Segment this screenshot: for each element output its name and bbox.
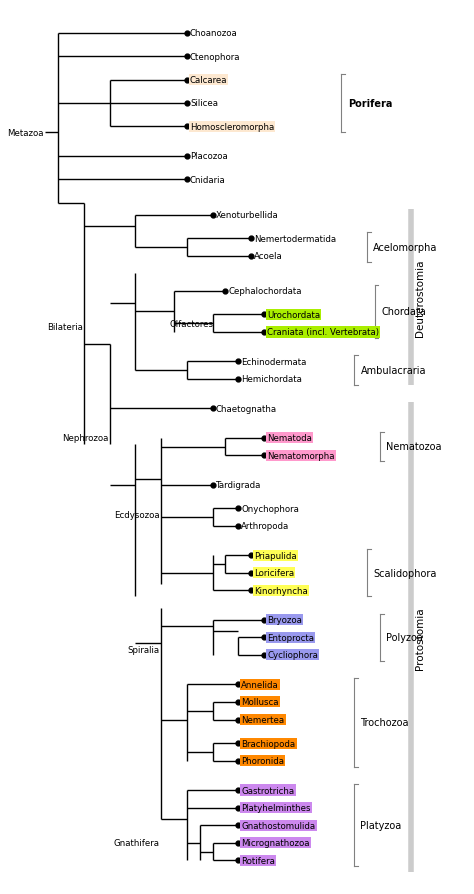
Text: Scalidophora: Scalidophora: [374, 568, 437, 578]
Text: Entoprocta: Entoprocta: [267, 633, 314, 642]
Text: Nematoda: Nematoda: [267, 434, 312, 443]
Text: Spiralia: Spiralia: [128, 645, 160, 654]
Text: Nephrozoa: Nephrozoa: [62, 434, 109, 443]
Text: Echinodermata: Echinodermata: [241, 358, 307, 367]
Text: Chordata: Chordata: [381, 308, 426, 317]
Text: Annelida: Annelida: [241, 680, 279, 689]
Text: Rotifera: Rotifera: [241, 856, 275, 865]
Text: Platyzoa: Platyzoa: [361, 821, 402, 831]
Text: Ctenophora: Ctenophora: [190, 53, 240, 62]
Text: Calcarea: Calcarea: [190, 76, 228, 85]
Text: Trochozoa: Trochozoa: [361, 718, 409, 728]
Text: Silicea: Silicea: [190, 99, 218, 108]
Text: Gastrotricha: Gastrotricha: [241, 786, 294, 795]
Text: Placozoa: Placozoa: [190, 152, 228, 161]
Text: Chaetognatha: Chaetognatha: [216, 404, 277, 413]
Text: Protostomia: Protostomia: [415, 606, 425, 669]
Text: Craniata (incl. Vertebrata): Craniata (incl. Vertebrata): [267, 328, 379, 337]
Text: Urochordata: Urochordata: [267, 310, 320, 319]
Text: Olfactores: Olfactores: [170, 319, 214, 328]
Text: Homoscleromorpha: Homoscleromorpha: [190, 122, 274, 131]
Text: Deuterostomia: Deuterostomia: [415, 258, 425, 336]
Text: Gnathostomulida: Gnathostomulida: [241, 821, 316, 830]
Text: Arthropoda: Arthropoda: [241, 522, 290, 531]
Text: Hemichordata: Hemichordata: [241, 375, 302, 384]
Text: Phoronida: Phoronida: [241, 756, 284, 765]
Text: Onychophora: Onychophora: [241, 504, 299, 513]
Text: Porifera: Porifera: [347, 99, 392, 109]
Text: Acelomorpha: Acelomorpha: [374, 242, 438, 253]
Text: Nemertea: Nemertea: [241, 715, 284, 724]
Text: Kinorhyncha: Kinorhyncha: [254, 586, 308, 595]
Text: Ecdysozoa: Ecdysozoa: [114, 510, 160, 519]
Text: Cycliophora: Cycliophora: [267, 651, 318, 660]
Text: Loricifera: Loricifera: [254, 569, 294, 578]
Text: Nematomorpha: Nematomorpha: [267, 451, 335, 460]
Text: Mollusca: Mollusca: [241, 697, 279, 706]
Text: Gnathifera: Gnathifera: [114, 839, 160, 848]
Text: Brachiopoda: Brachiopoda: [241, 738, 295, 747]
Text: Bryozoa: Bryozoa: [267, 616, 302, 625]
Text: Ambulacraria: Ambulacraria: [361, 366, 426, 375]
Text: Priapulida: Priapulida: [254, 551, 297, 560]
Text: Tardigrada: Tardigrada: [216, 481, 261, 490]
Text: Micrognathozoa: Micrognathozoa: [241, 839, 310, 848]
Text: Cephalochordata: Cephalochordata: [228, 287, 302, 296]
Text: Polyzoa: Polyzoa: [386, 633, 423, 643]
Text: Acoela: Acoela: [254, 252, 283, 261]
Text: Platyhelminthes: Platyhelminthes: [241, 803, 311, 813]
Text: Choanozoa: Choanozoa: [190, 29, 237, 38]
Text: Bilateria: Bilateria: [47, 322, 82, 332]
Text: Cnidaria: Cnidaria: [190, 175, 226, 185]
Text: Xenoturbellida: Xenoturbellida: [216, 211, 278, 220]
Text: Nemertodermatida: Nemertodermatida: [254, 234, 337, 243]
Text: Nematozoa: Nematozoa: [386, 442, 442, 452]
Text: Metazoa: Metazoa: [8, 129, 44, 138]
